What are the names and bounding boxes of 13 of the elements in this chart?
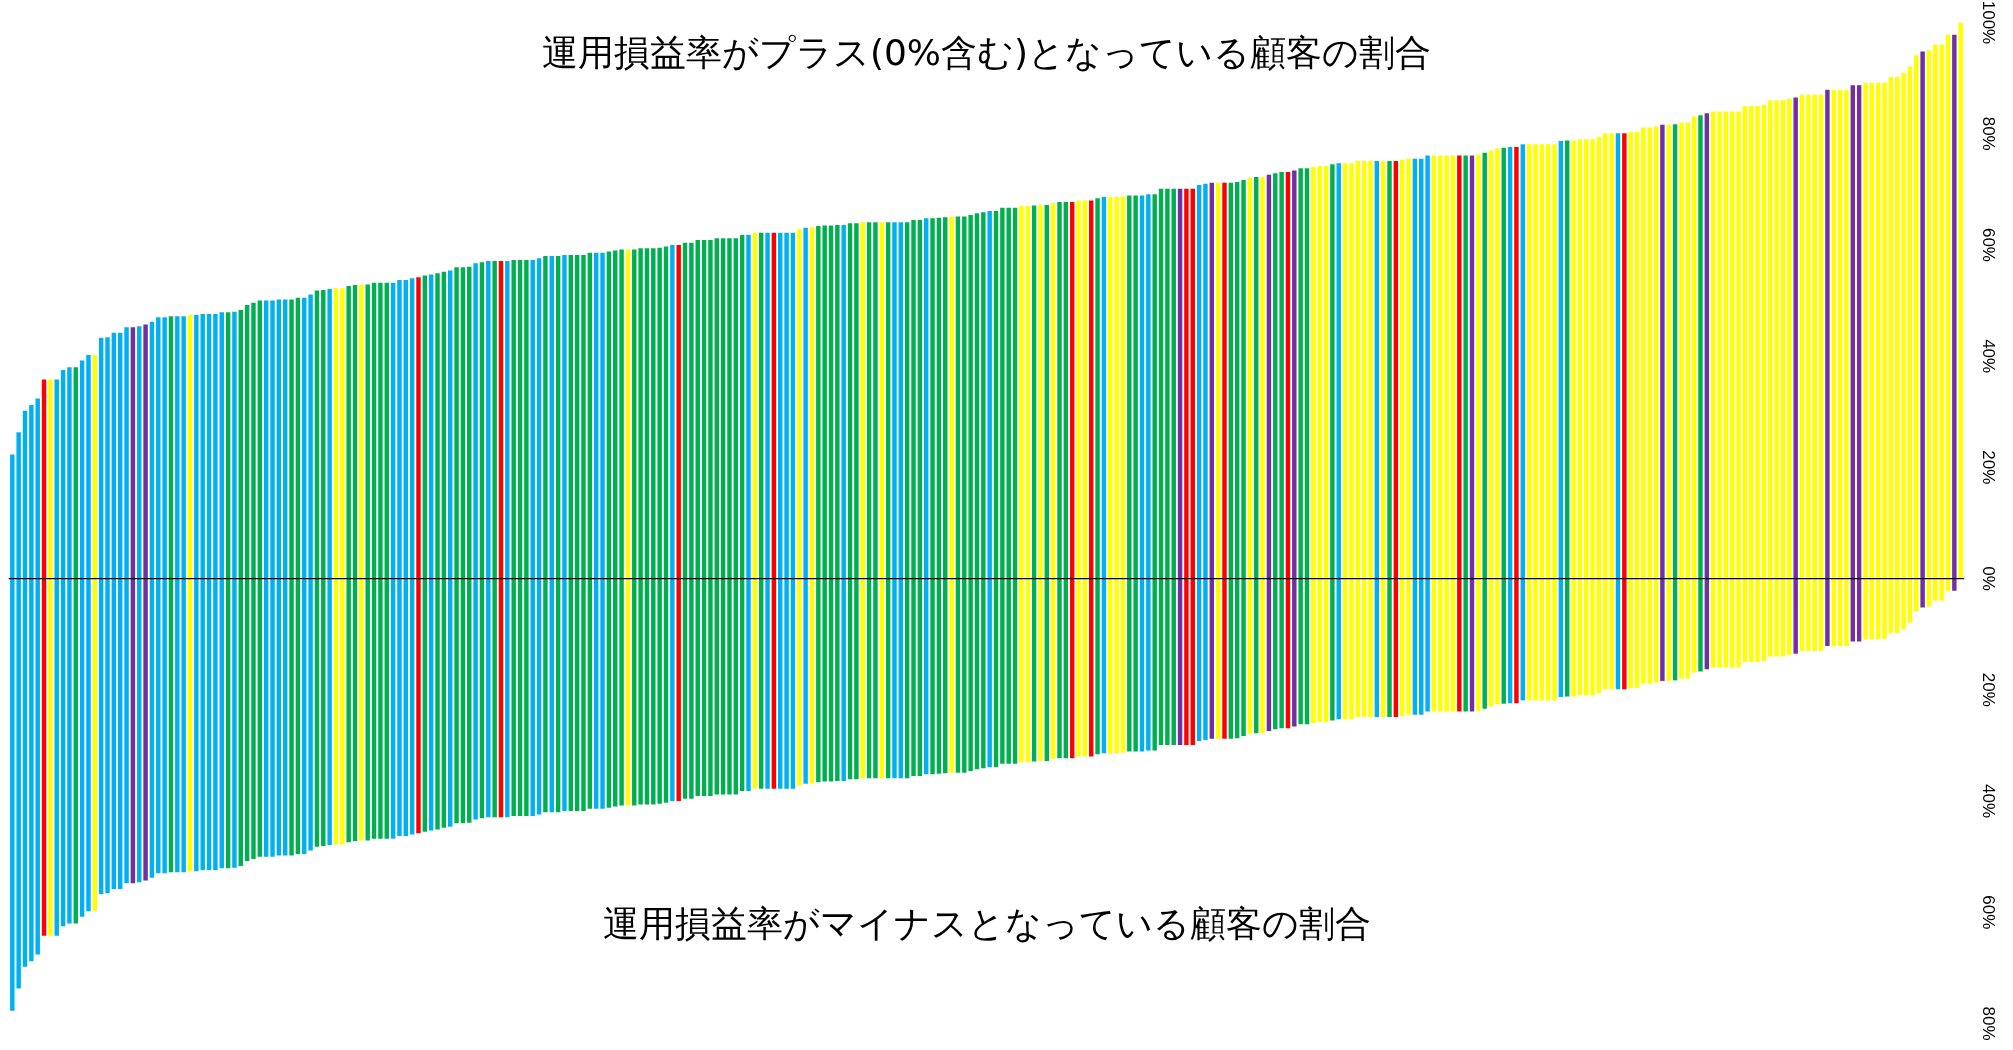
y-tick-label: 100% xyxy=(1978,0,1998,45)
annotation: 運用損益率がプラス(0%含む)となっている顧客の割合 xyxy=(541,32,1432,74)
bar xyxy=(1958,22,1963,579)
y-tick-label: 80% xyxy=(1978,116,1998,151)
annotation: 運用損益率がマイナスとなっている顧客の割合 xyxy=(602,902,1371,944)
y-tick-label: 80% xyxy=(1978,1006,1998,1041)
y-tick-label: 60% xyxy=(1978,227,1998,262)
y-tick-label: 0% xyxy=(1978,566,1998,591)
y-tick-label: 20% xyxy=(1978,672,1998,707)
y-tick-label: 40% xyxy=(1978,339,1998,374)
y-tick-label: 20% xyxy=(1978,450,1998,485)
y-tick-label: 60% xyxy=(1978,895,1998,930)
y-tick-label: 40% xyxy=(1978,784,1998,819)
